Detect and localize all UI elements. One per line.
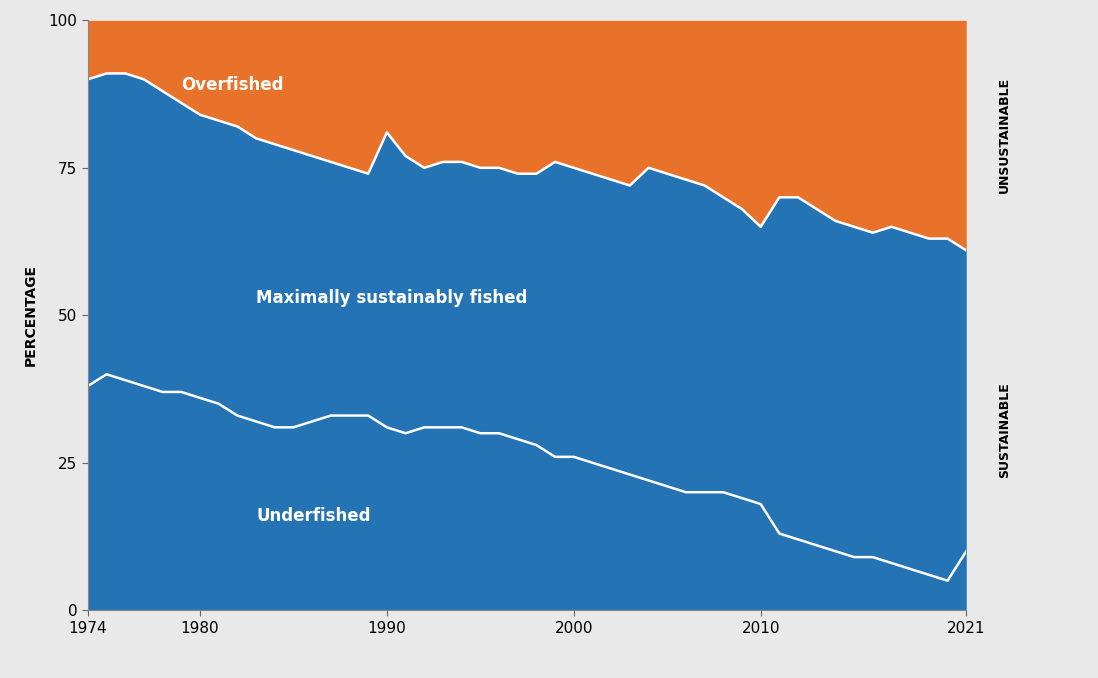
Text: Overfished: Overfished (181, 76, 283, 94)
Y-axis label: PERCENTAGE: PERCENTAGE (23, 264, 37, 366)
Text: UNSUSTAINABLE: UNSUSTAINABLE (998, 77, 1011, 193)
Text: SUSTAINABLE: SUSTAINABLE (998, 382, 1011, 478)
Text: Maximally sustainably fished: Maximally sustainably fished (256, 289, 527, 306)
Text: Underfished: Underfished (256, 507, 370, 525)
